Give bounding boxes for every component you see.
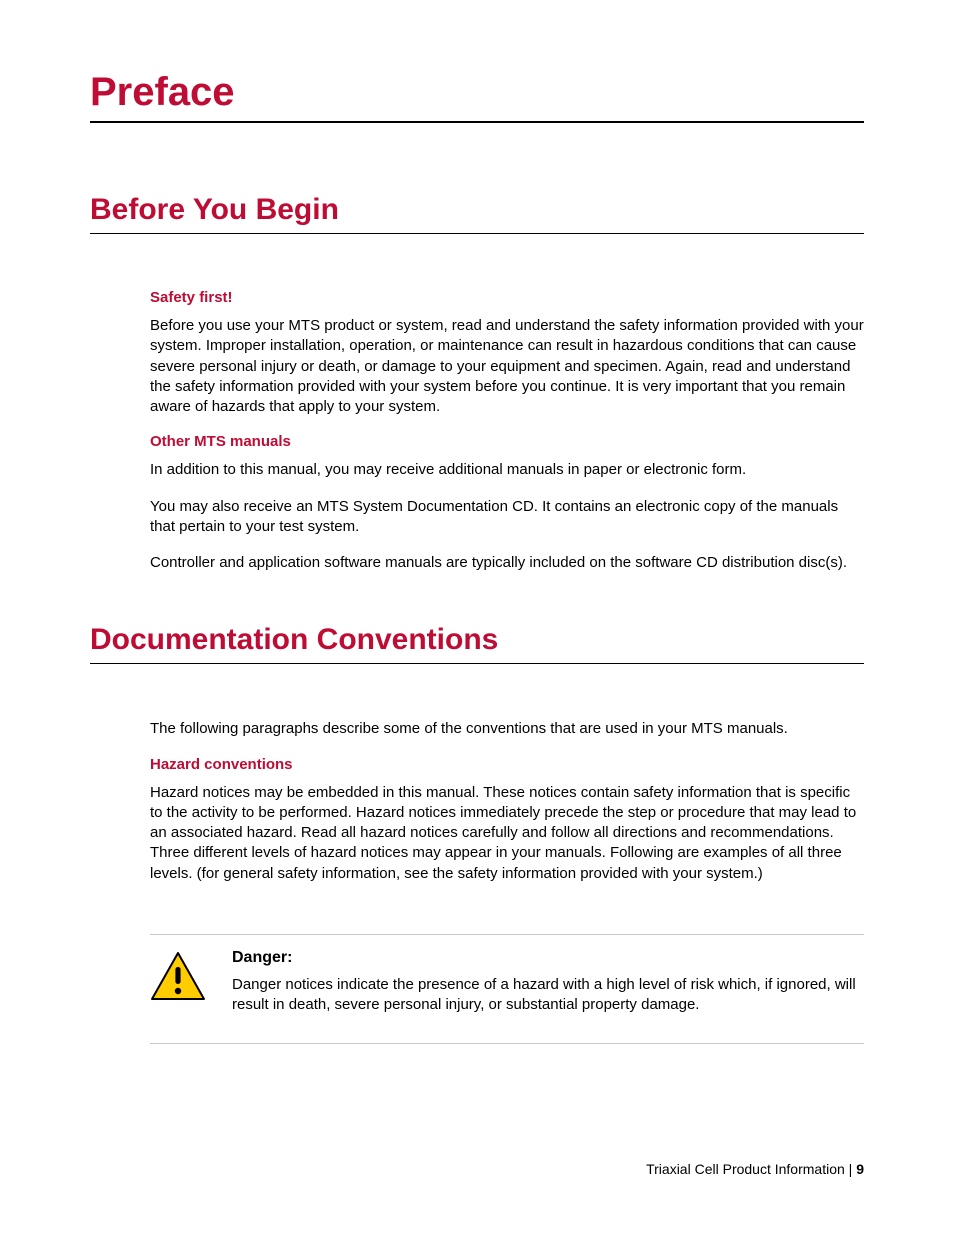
- para-doc-conventions-intro: The following paragraphs describe some o…: [150, 719, 864, 739]
- section-title-documentation-conventions: Documentation Conventions: [90, 623, 864, 664]
- para-hazard-conventions: Hazard notices may be embedded in this m…: [150, 783, 864, 884]
- section-title-before-you-begin: Before You Begin: [90, 193, 864, 234]
- footer-page-number: 9: [856, 1161, 864, 1177]
- para-safety-first: Before you use your MTS product or syste…: [150, 316, 864, 417]
- footer-doc-title: Triaxial Cell Product Information: [646, 1161, 845, 1177]
- danger-notice-body: Danger: Danger notices indicate the pres…: [232, 949, 864, 1016]
- footer-separator: |: [845, 1161, 856, 1177]
- subhead-safety-first: Safety first!: [150, 289, 864, 306]
- para-other-manuals-2: You may also receive an MTS System Docum…: [150, 497, 864, 538]
- before-you-begin-content: Safety first! Before you use your MTS pr…: [90, 289, 864, 573]
- danger-notice: Danger: Danger notices indicate the pres…: [150, 934, 864, 1045]
- subhead-hazard-conventions: Hazard conventions: [150, 756, 864, 773]
- danger-notice-text: Danger notices indicate the presence of …: [232, 975, 864, 1016]
- para-other-manuals-1: In addition to this manual, you may rece…: [150, 460, 864, 480]
- subhead-other-manuals: Other MTS manuals: [150, 433, 864, 450]
- page: Preface Before You Begin Safety first! B…: [0, 0, 954, 1235]
- page-title-preface: Preface: [90, 70, 864, 123]
- doc-conventions-content: The following paragraphs describe some o…: [90, 719, 864, 884]
- danger-notice-title: Danger:: [232, 949, 864, 967]
- para-other-manuals-3: Controller and application software manu…: [150, 553, 864, 573]
- page-footer: Triaxial Cell Product Information | 9: [646, 1161, 864, 1177]
- warning-icon: [150, 949, 210, 1016]
